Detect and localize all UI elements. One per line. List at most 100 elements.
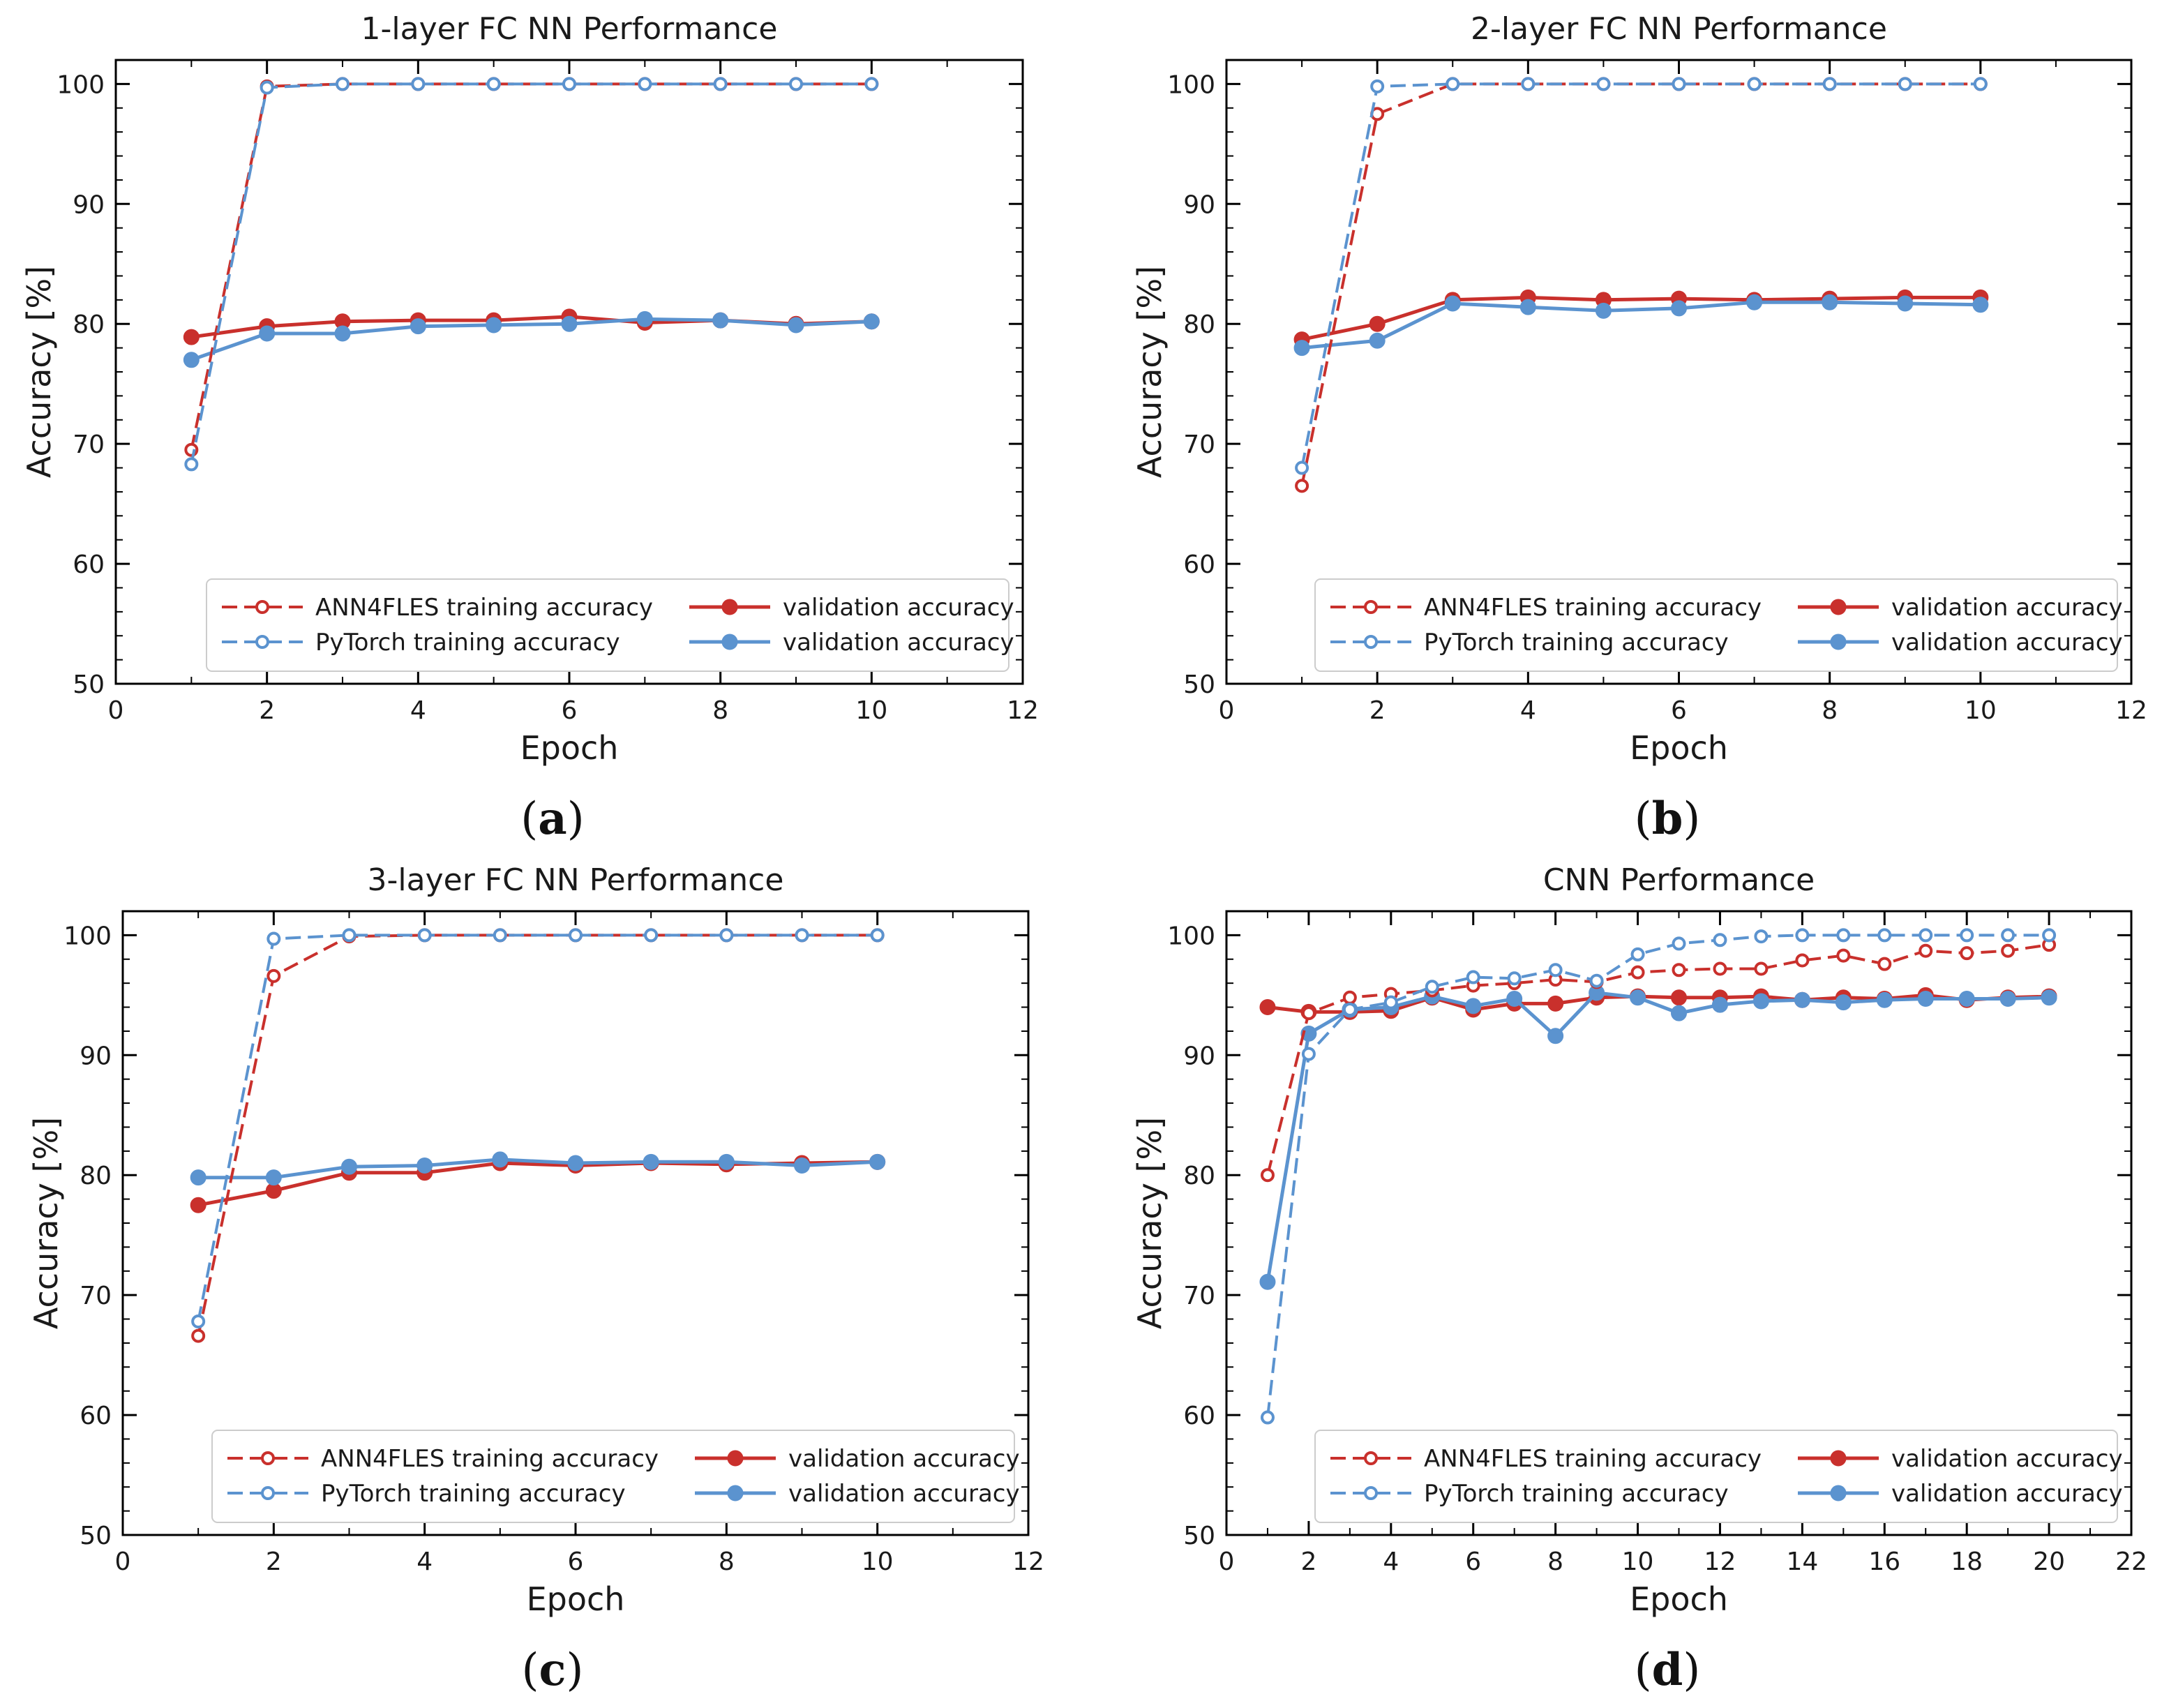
- x-tick-label: 10: [862, 1548, 894, 1576]
- legend-swatch-marker: [727, 1450, 744, 1467]
- data-point: [1630, 947, 1645, 961]
- data-point: [1547, 1028, 1564, 1044]
- series-pytorch-validation: [183, 310, 880, 368]
- y-tick-label: 90: [1183, 1042, 1215, 1070]
- y-tick-label: 70: [80, 1282, 112, 1310]
- data-point: [1898, 77, 1912, 91]
- data-point: [636, 310, 653, 327]
- x-tick-label: 6: [1465, 1548, 1481, 1576]
- data-point: [1547, 995, 1564, 1012]
- chart-title: 3-layer FC NN Performance: [368, 862, 784, 898]
- data-point: [1596, 77, 1611, 91]
- data-point: [1506, 991, 1523, 1007]
- legend-entry: ANN4FLES training accuracy: [227, 1445, 659, 1473]
- data-point: [789, 77, 803, 91]
- series-line: [190, 317, 872, 362]
- data-point: [1671, 1005, 1687, 1021]
- panel-caption: (c): [522, 1644, 584, 1696]
- series-pytorch-training: [191, 928, 885, 1328]
- x-axis-label: Epoch: [1630, 1580, 1728, 1618]
- x-tick-label: 6: [1671, 696, 1687, 725]
- legend-entry: validation accuracy: [695, 1480, 1020, 1508]
- legend-label: validation accuracy: [1891, 594, 2123, 622]
- caption-letter: b: [1652, 793, 1683, 845]
- legend-label: PyTorch training accuracy: [1424, 629, 1729, 657]
- legend-swatch-marker: [1830, 634, 1847, 650]
- caption-open: (: [1635, 793, 1652, 845]
- x-tick-label: 0: [1219, 1548, 1235, 1576]
- data-point: [1795, 953, 1810, 968]
- data-point: [2042, 928, 2057, 943]
- x-tick-label: 8: [1547, 1548, 1563, 1576]
- legend-label: PyTorch training accuracy: [315, 629, 620, 657]
- series-line: [197, 934, 878, 1337]
- data-point: [341, 1158, 357, 1175]
- x-tick-label: 8: [1822, 696, 1838, 725]
- y-tick-label: 70: [1183, 1282, 1215, 1310]
- legend-swatch-marker: [727, 1485, 744, 1501]
- data-point: [1711, 996, 1728, 1013]
- series-line: [198, 1158, 878, 1180]
- x-tick-label: 4: [416, 1548, 433, 1576]
- data-point: [1671, 989, 1687, 1006]
- caption-close: ): [566, 1645, 583, 1696]
- data-point: [1369, 315, 1386, 332]
- y-tick-label: 60: [80, 1402, 112, 1430]
- data-point: [1672, 963, 1686, 977]
- y-tick-label: 70: [73, 430, 105, 459]
- caption-close: ): [1683, 793, 1700, 845]
- data-point: [1630, 965, 1645, 980]
- legend: ANN4FLES training accuracy PyTorch traini…: [1314, 578, 2123, 672]
- data-point: [569, 928, 583, 943]
- data-point: [1342, 1002, 1357, 1017]
- data-point: [1877, 957, 1892, 971]
- y-tick-label: 50: [1183, 1522, 1215, 1550]
- data-point: [1589, 973, 1604, 988]
- chart-panel-b: 2-layer FC NN Performance 0 2 4 6 8 10 12 50 60 70…: [1131, 11, 2147, 845]
- data-point: [493, 928, 507, 943]
- data-point: [259, 325, 276, 342]
- series-pytorch-training: [1260, 928, 2057, 1425]
- x-tick-label: 0: [1219, 696, 1235, 725]
- legend-label: validation accuracy: [783, 629, 1014, 657]
- data-point: [260, 80, 274, 95]
- data-point: [643, 1153, 659, 1170]
- x-axis-label: Epoch: [1630, 729, 1728, 767]
- legend-swatch-marker: [255, 635, 269, 649]
- data-point: [1836, 928, 1851, 943]
- y-tick-label: 80: [1183, 310, 1215, 339]
- y-tick-label: 50: [73, 671, 105, 699]
- series-ann4fles-training: [1260, 938, 2057, 1183]
- data-point: [1300, 1025, 1317, 1042]
- legend-swatch-marker: [1830, 1485, 1847, 1501]
- x-tick-label: 6: [562, 696, 578, 725]
- chart-title: 1-layer FC NN Performance: [361, 11, 778, 47]
- caption-open: (: [522, 1645, 539, 1696]
- data-point: [191, 1314, 206, 1328]
- data-point: [1295, 479, 1309, 493]
- data-point: [1671, 300, 1687, 317]
- chart-panel-d: CNN Performance 0 2 4 6 8 10 12 14 16 18 20 22 50 60 70…: [1131, 862, 2147, 1696]
- data-point: [718, 1153, 735, 1170]
- legend-entry: validation accuracy: [695, 1445, 1020, 1473]
- data-point: [794, 1157, 810, 1174]
- legend-swatch-marker: [1830, 599, 1847, 615]
- panel-caption: (b): [1635, 793, 1701, 845]
- series-ann4fles-training: [191, 928, 885, 1343]
- legend-swatch-marker: [721, 634, 738, 650]
- y-axis-label: Accuracy [%]: [1131, 1117, 1169, 1329]
- legend-entry: PyTorch training accuracy: [1330, 1480, 1729, 1508]
- series-line: [1300, 82, 1981, 468]
- legend-entry: ANN4FLES training accuracy: [1330, 1445, 1762, 1473]
- series-line: [1301, 300, 1981, 350]
- data-point: [1752, 993, 1769, 1010]
- caption-close: ): [1683, 1645, 1700, 1696]
- x-tick-label: 4: [410, 696, 426, 725]
- legend-box: [1314, 578, 2118, 672]
- x-axis-label: Epoch: [520, 729, 619, 767]
- data-point: [190, 1197, 207, 1213]
- series-pytorch-validation: [190, 1151, 886, 1186]
- caption-open: (: [1635, 1645, 1652, 1696]
- data-point: [1754, 929, 1769, 944]
